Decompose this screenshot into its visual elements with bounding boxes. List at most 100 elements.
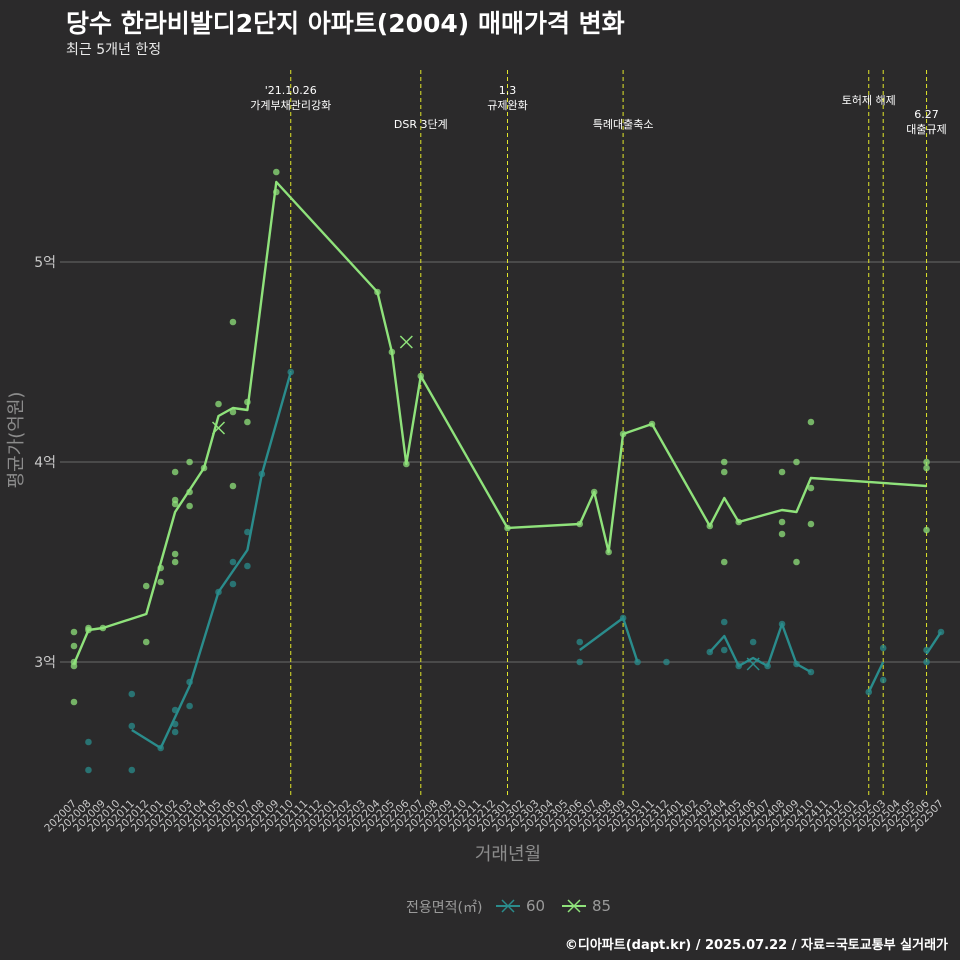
- cross-marker-85: [211, 421, 226, 435]
- cross-marker-60: [746, 657, 760, 671]
- data-point-85: [648, 420, 656, 428]
- data-point-60: [128, 690, 136, 698]
- data-point-60: [171, 720, 179, 728]
- data-point-60: [879, 644, 887, 652]
- data-point-85: [374, 288, 381, 296]
- data-point-60: [85, 738, 92, 746]
- data-point-85: [807, 484, 815, 492]
- data-point-60: [171, 706, 179, 714]
- data-point-60: [749, 638, 757, 646]
- data-point-85: [157, 578, 164, 586]
- data-point-85: [229, 482, 237, 490]
- x-axis-title: 거래년월: [475, 844, 541, 865]
- data-point-85: [388, 348, 396, 356]
- y-tick-label: 5억: [34, 255, 56, 271]
- data-point-60: [619, 614, 627, 622]
- data-point-85: [417, 372, 425, 380]
- data-point-60: [923, 646, 930, 654]
- data-point-85: [244, 418, 251, 426]
- legend-key-85-icon: [562, 899, 586, 913]
- data-point-85: [778, 530, 786, 538]
- data-point-85: [200, 464, 208, 472]
- data-point-85: [186, 502, 193, 510]
- series-line-60: [867, 661, 885, 693]
- data-point-60: [735, 662, 742, 670]
- data-point-60: [576, 658, 584, 666]
- y-axis-title: 평균가(억원): [6, 392, 27, 489]
- event-label: '21.10.26 가계부채관리강화: [250, 84, 331, 112]
- data-point-85: [171, 550, 179, 558]
- data-point-60: [634, 658, 641, 666]
- series-line-60: [708, 622, 812, 674]
- data-point-60: [128, 766, 136, 774]
- data-point-85: [85, 624, 92, 632]
- data-point-85: [229, 318, 237, 326]
- cross-marker-85: [399, 335, 413, 349]
- data-point-85: [142, 638, 150, 646]
- data-point-60: [865, 688, 873, 696]
- event-label: 6.27 대출규제: [906, 108, 946, 136]
- data-point-85: [619, 430, 627, 438]
- data-point-60: [85, 766, 92, 774]
- legend-label-85: 85: [592, 897, 612, 915]
- data-point-60: [706, 648, 714, 656]
- series-line-60: [131, 371, 292, 750]
- data-point-60: [764, 662, 771, 670]
- data-point-60: [807, 668, 815, 676]
- data-point-85: [807, 418, 815, 426]
- source-caption: ©디아파트(dapt.kr) / 2025.07.22 / 자료=국토교통부 실…: [564, 938, 948, 953]
- data-point-85: [793, 458, 800, 466]
- data-point-85: [171, 558, 179, 566]
- data-point-85: [504, 524, 511, 532]
- data-point-60: [923, 658, 930, 666]
- series-line-60: [579, 616, 639, 663]
- event-label: 1.3 규제완화: [487, 84, 527, 112]
- data-point-85: [605, 548, 612, 556]
- event-label: 토허제 해제: [842, 93, 896, 107]
- data-point-60: [720, 618, 728, 626]
- data-point-85: [70, 642, 78, 650]
- data-point-60: [258, 470, 266, 478]
- chart-title: 당수 한라비발디2단지 아파트(2004) 매매가격 변화: [66, 9, 625, 38]
- data-point-85: [70, 658, 78, 666]
- data-point-85: [706, 522, 714, 530]
- data-point-85: [720, 468, 728, 476]
- data-point-60: [937, 628, 945, 636]
- data-point-85: [576, 520, 584, 528]
- legend-key-60-icon: [496, 899, 520, 913]
- data-point-60: [244, 528, 251, 536]
- data-point-60: [663, 658, 670, 666]
- data-point-60: [157, 744, 164, 752]
- data-point-85: [273, 168, 280, 176]
- event-label: 특례대출축소: [593, 118, 654, 131]
- data-point-85: [171, 496, 179, 504]
- event-label: DSR 3단계: [394, 118, 448, 131]
- cross-stroke: [211, 421, 226, 435]
- data-point-60: [215, 588, 222, 596]
- data-point-60: [287, 368, 295, 376]
- data-point-85: [923, 458, 930, 466]
- legend-label-60: 60: [526, 897, 546, 915]
- data-point-85: [70, 628, 78, 636]
- data-point-85: [229, 408, 237, 416]
- data-point-85: [923, 464, 930, 472]
- data-point-85: [778, 468, 786, 476]
- data-point-85: [171, 468, 179, 476]
- y-tick-label: 3억: [34, 655, 56, 671]
- data-point-60: [576, 638, 584, 646]
- series-line-85: [72, 180, 927, 665]
- y-tick-label: 4억: [34, 455, 56, 471]
- data-point-85: [720, 458, 728, 466]
- data-point-85: [142, 582, 150, 590]
- data-point-60: [720, 646, 728, 654]
- data-point-85: [403, 460, 410, 468]
- data-point-60: [244, 562, 251, 570]
- cross-stroke: [399, 335, 413, 349]
- data-point-60: [186, 702, 193, 710]
- data-point-60: [879, 676, 887, 684]
- data-point-85: [720, 558, 728, 566]
- data-point-85: [778, 518, 786, 526]
- data-point-60: [778, 620, 786, 628]
- data-point-85: [793, 558, 800, 566]
